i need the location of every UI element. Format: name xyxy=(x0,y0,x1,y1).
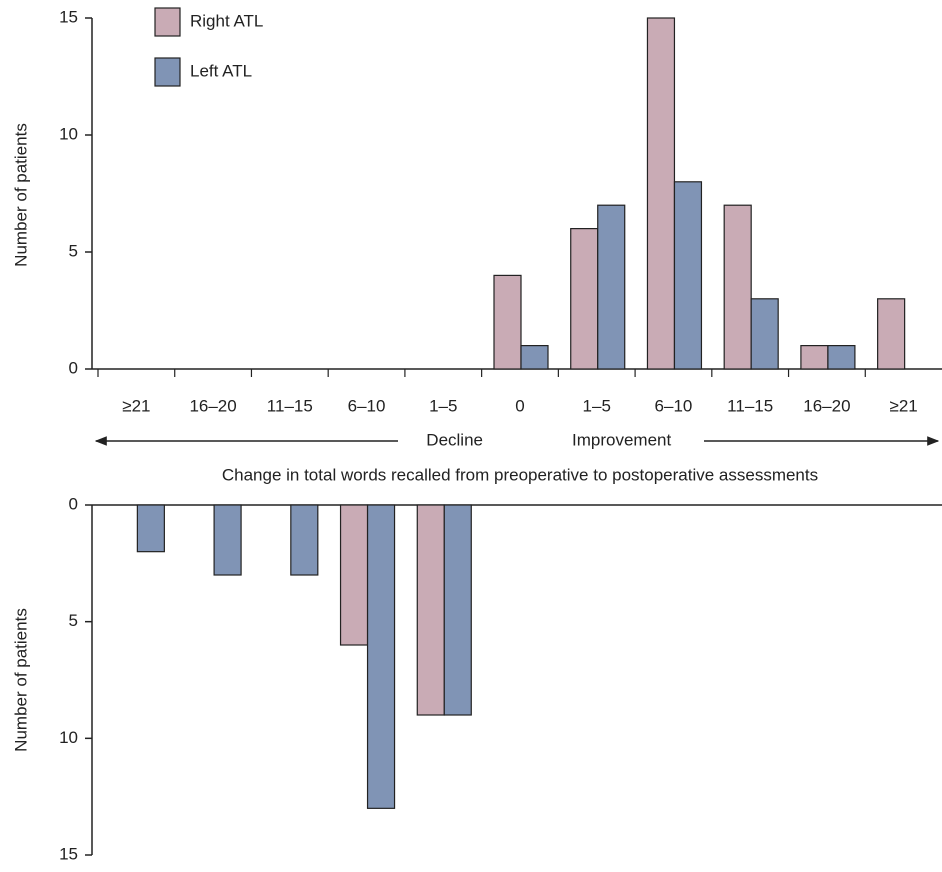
x-tick-label: 6–10 xyxy=(348,396,386,415)
legend-label: Left ATL xyxy=(190,61,252,80)
bar xyxy=(646,17,676,370)
x-tick-label: 11–15 xyxy=(267,396,313,415)
x-tick-label: ≥21 xyxy=(890,396,918,415)
bar xyxy=(597,204,626,370)
legend-label: Right ATL xyxy=(190,11,263,30)
x-axis-label: Change in total words recalled from preo… xyxy=(222,465,818,484)
bar xyxy=(723,204,752,370)
bar xyxy=(877,298,906,370)
legend-swatch xyxy=(154,7,181,37)
bar xyxy=(750,298,779,370)
y-tick-label: 15 xyxy=(59,7,78,26)
x-tick-label: 11–15 xyxy=(727,396,773,415)
x-tick-label: 16–20 xyxy=(803,396,850,415)
x-tick-label: 16–20 xyxy=(189,396,236,415)
x-tick-label: 1–5 xyxy=(583,396,611,415)
bar xyxy=(443,504,472,716)
annotation: Improvement xyxy=(572,430,671,449)
bar xyxy=(416,504,445,716)
annotation: Decline xyxy=(426,430,483,449)
y-tick-label: 10 xyxy=(59,124,78,143)
y-axis-label: Number of patients xyxy=(11,608,30,752)
bar xyxy=(493,274,522,370)
legend-swatch xyxy=(154,57,181,87)
bar xyxy=(366,504,396,809)
bar xyxy=(136,504,165,553)
y-tick-label: 10 xyxy=(59,728,78,747)
y-axis-label: Number of patients xyxy=(11,123,30,267)
x-tick-label: ≥21 xyxy=(122,396,150,415)
bar xyxy=(673,181,703,370)
y-tick-label: 5 xyxy=(69,611,78,630)
y-tick-label: 0 xyxy=(69,494,78,513)
y-tick-label: 0 xyxy=(69,358,78,377)
x-tick-label: 1–5 xyxy=(429,396,457,415)
x-tick-label: 6–10 xyxy=(655,396,693,415)
bar xyxy=(290,504,319,576)
bar xyxy=(570,228,599,370)
bar xyxy=(800,345,829,370)
bar xyxy=(827,345,856,370)
x-tick-label: 0 xyxy=(515,396,524,415)
bar xyxy=(520,345,549,370)
y-tick-label: 5 xyxy=(69,241,78,260)
bar xyxy=(213,504,242,576)
y-tick-label: 15 xyxy=(59,844,78,863)
bar xyxy=(339,504,369,646)
